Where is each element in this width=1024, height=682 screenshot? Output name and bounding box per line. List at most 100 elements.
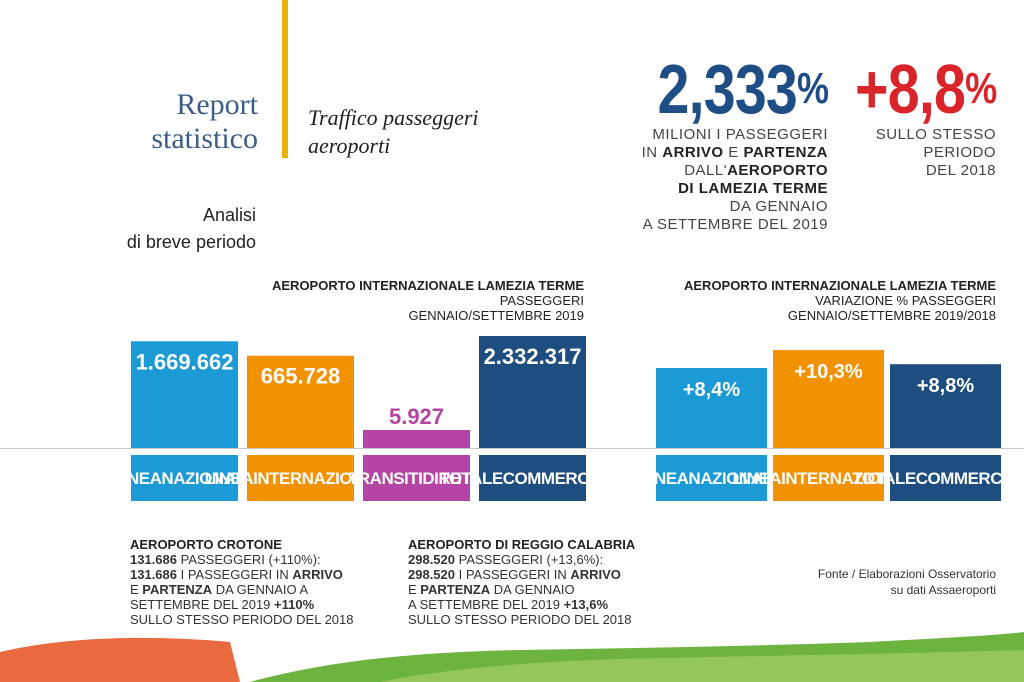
crotone-l3: DA GENNAIO A [212,582,309,597]
desc1-line5: DA GENNAIO [729,198,828,215]
report-title: Report statistico [130,88,258,156]
report-subtitle: Traffico passeggeri aeroporti [308,104,548,160]
category-label-2: LINEA INTERNAZIONALE [205,455,397,501]
crotone-line1: 131.686 PASSEGGERI (+110%): [130,552,390,567]
crotone-l3-b: PARTENZA [142,582,213,597]
desc1-line4: DI LAMEZIA TERME [568,180,828,198]
reggio-line3: E PARTENZA DA GENNAIO [408,582,668,597]
footer-green-light-shape [380,650,1024,682]
desc1-line6: A SETTEMBRE DEL 2019 [642,216,828,233]
category-label-2: LINEA INTERNAZIONALE [733,455,925,501]
crotone-l1-b: 131.686 [130,552,177,567]
category-label-3: TRANSITI DIRETTI [348,455,485,501]
desc1-line3-pre: DALL' [684,162,728,179]
category-label-line: COMMERCIALE [502,468,626,488]
reggio-line5: SULLO STESSO PERIODO DEL 2018 [408,612,632,627]
desc1-line3: DALL'AEROPORTO [568,162,828,180]
category-label-1: LINEA NAZIONALE [640,455,784,501]
desc1-line2: IN ARRIVO E PARTENZA [568,144,828,162]
highlight-total-suffix: % [796,64,829,113]
highlight-variation-suffix: % [964,64,997,113]
reggio-l3-b: PARTENZA [420,582,491,597]
bar-value-label-2: +10,3% [794,361,863,383]
chart2-header: AEROPORTO INTERNAZIONALE LAMEZIA TERME V… [596,278,996,323]
desc2-line1: SULLO STESSO [875,126,996,143]
bar-1 [656,368,767,448]
desc1-lamezia: DI LAMEZIA TERME [678,180,828,197]
crotone-line4: SETTEMBRE DEL 2019 +110% [130,597,390,612]
reggio-l1: PASSEGGERI (+13,6%): [455,552,604,567]
reggio-l3-pre: E [408,582,421,597]
subtitle-line1: Traffico passeggeri [308,105,479,130]
category-label-line: INTERNAZIONALE [781,468,925,488]
bar-value-label-3: 5.927 [389,404,444,429]
crotone-l2: I PASSEGGERI IN [177,567,293,582]
footer-orange-shape [0,637,240,682]
category-label-line: TOTALE [439,468,503,488]
analisi-heading: Analisi di breve periodo [60,202,256,256]
category-label-line: LINEA [204,468,254,488]
reggio-l4-b: +13,6% [563,597,609,612]
highlight-variation-description: SULLO STESSO PERIODO DEL 2018 [846,126,996,180]
chart1-header: AEROPORTO INTERNAZIONALE LAMEZIA TERME P… [184,278,584,323]
highlight-variation-number: +8,8 [854,50,966,128]
crotone-title: AEROPORTO CROTONE [130,537,282,552]
yellow-divider [282,0,288,158]
crotone-line3: E PARTENZA DA GENNAIO A [130,582,390,597]
analisi-line1: Analisi [202,205,256,225]
category-label-line: INTERNAZIONALE [253,468,397,488]
chart2-subtitle-line1: VARIAZIONE % PASSEGGERI [815,293,996,308]
crotone-l4-b: +110% [274,597,315,612]
bar-value-label-1: 1.669.662 [136,349,234,374]
highlight-variation-value: +8,8% [855,54,997,124]
highlight-total-value: 2,333% [657,54,829,124]
category-label-4: TOTALE COMMERCIALE [439,455,626,501]
bar-value-label-1: +8,4% [683,379,740,401]
variation-bar-chart: +8,4% +10,3% +8,8% [656,350,1001,448]
desc1-arrivo: ARRIVO [662,144,724,161]
decorative-footer [0,632,1024,682]
reggio-l2: I PASSEGGERI IN [455,567,571,582]
reggio-l4: A SETTEMBRE DEL 2019 [408,597,564,612]
crotone-l4: SETTEMBRE DEL 2019 [130,597,275,612]
desc1-partenza: PARTENZA [743,144,828,161]
desc1-line2-mid: E [723,144,744,161]
category-label-line: NAZIONALE [688,468,784,488]
category-label-line: NAZIONALE [161,468,257,488]
category-label-line: TRANSITI [348,468,423,488]
reggio-title: AEROPORTO DI REGGIO CALABRIA [408,537,636,552]
source-note: Fonte / Elaborazioni Osservatorio su dat… [776,566,996,598]
reggio-l2-b1: 298.520 [408,567,455,582]
passengers-bar-chart: 1.669.662 665.728 5.927 2.332.317 [131,336,586,448]
chart1-subtitle-line1: PASSEGGERI [499,293,584,308]
subtitle-line2: aeroporti [308,133,391,158]
crotone-l1: PASSEGGERI (+110%): [177,552,321,567]
crotone-note: AEROPORTO CROTONE 131.686 PASSEGGERI (+1… [130,537,390,627]
bar-value-label-2: 665.728 [261,364,341,389]
desc1-aeroporto: AEROPORTO [727,162,828,179]
highlight-total-number: 2,333 [657,50,797,128]
reggio-l3: DA GENNAIO [490,582,575,597]
crotone-l3-pre: E [130,582,143,597]
chart1-title: AEROPORTO INTERNAZIONALE LAMEZIA TERME [272,278,584,293]
bar-4 [479,336,586,448]
crotone-l2-b2: ARRIVO [292,567,343,582]
reggio-line4: A SETTEMBRE DEL 2019 +13,6% [408,597,668,612]
desc1-line1: MILIONI I PASSEGGERI [652,126,828,143]
bar-value-label-3: +8,8% [917,375,974,397]
bar-value-label-4: 2.332.317 [484,344,582,369]
analisi-line2: di breve periodo [126,232,256,252]
chart1-subtitle-line2: GENNAIO/SETTEMBRE 2019 [408,308,584,323]
reggio-l2-b2: ARRIVO [570,567,621,582]
report-title-line1: Report [176,88,258,121]
source-line1: Fonte / Elaborazioni Osservatorio [817,567,996,581]
reggio-l1-b: 298.520 [408,552,455,567]
category-label-line: COMMERCIALE [915,468,1024,488]
desc2-line3: DEL 2018 [925,162,996,179]
reggio-line2: 298.520 I PASSEGGERI IN ARRIVO [408,567,668,582]
category-label-line: TOTALE [852,468,916,488]
report-title-line2: statistico [151,122,258,155]
chart-baseline [0,448,1024,449]
bar-3 [890,364,1001,448]
